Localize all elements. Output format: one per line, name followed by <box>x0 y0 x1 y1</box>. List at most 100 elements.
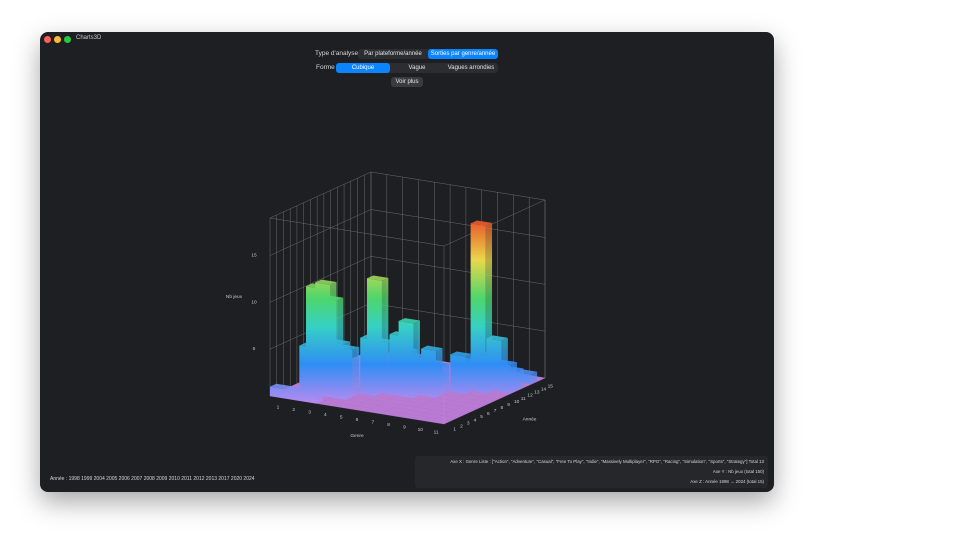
bar-front-face <box>421 348 437 398</box>
axis-x-info: Axe X : Genre Liste : ["Action", "Advent… <box>450 459 764 464</box>
z-tick-label: 15 <box>548 384 554 390</box>
shape-option-cubic[interactable]: Cubique <box>336 63 390 73</box>
bar-top-face <box>398 318 420 324</box>
bar-front-face <box>299 345 315 395</box>
axis-z-info: Axe Z : Année 1998 → 2024 (total 15) <box>690 479 764 484</box>
bar-7-6 <box>398 318 420 399</box>
x-tick-label: 11 <box>434 430 439 436</box>
analysis-type-segmented[interactable]: Par plateforme/année Sorties par genre/a… <box>358 49 498 59</box>
chart-ticks: 123456789101112345678910111213141551015G… <box>226 252 553 439</box>
minimize-window-button[interactable] <box>54 36 61 43</box>
window-title: Charts3D <box>76 35 102 41</box>
bar-front-face <box>495 362 511 394</box>
bar-top-face <box>360 334 382 341</box>
shape-option-wave[interactable]: Vague <box>408 65 426 71</box>
analysis-type-label: Type d'analyse <box>315 50 359 57</box>
bar-top-face <box>330 366 353 372</box>
bar-side-face <box>375 337 382 397</box>
title-bar: Charts3D <box>40 32 774 46</box>
grid-line <box>370 209 546 238</box>
x-axis-label: Genre <box>350 433 364 439</box>
bar-front-face <box>330 369 346 400</box>
z-axis-label: Année <box>523 417 537 423</box>
axis-y-info: Axe Y : Nb jeux (total 150) <box>712 469 764 474</box>
bar-side-face <box>530 371 538 385</box>
x-tick-label: 6 <box>356 417 359 423</box>
bar-top-face <box>337 344 360 351</box>
bar-top-face <box>315 279 337 285</box>
y-tick-label: 5 <box>253 346 256 352</box>
y-tick-label: 15 <box>251 252 257 258</box>
grid-line <box>443 199 546 247</box>
grid-line <box>370 256 546 285</box>
bar-top-face <box>270 383 292 390</box>
bar-4-3 <box>330 366 353 400</box>
bar-3-1 <box>301 388 324 404</box>
x-tick-label: 3 <box>308 409 311 415</box>
chart-3d[interactable]: 123456789101112345678910111213141551015G… <box>40 32 774 492</box>
bar-side-face <box>345 368 353 400</box>
close-window-button[interactable] <box>44 36 51 43</box>
x-tick-label: 9 <box>403 425 406 431</box>
z-tick-label: 2 <box>460 423 463 429</box>
bar-front-face <box>382 365 398 396</box>
bar-front-face <box>398 320 414 399</box>
zoom-window-button[interactable] <box>64 36 71 43</box>
bar-top-face <box>301 388 324 395</box>
x-tick-label: 4 <box>324 412 327 418</box>
bar-front-face <box>270 386 286 399</box>
grid-line <box>269 171 372 219</box>
analysis-option-genre-year[interactable]: Sorties par genre/année <box>428 49 498 59</box>
floor-grid-line <box>443 377 546 425</box>
bar-top-face <box>285 386 308 392</box>
floor-grid-line <box>269 395 445 425</box>
z-tick-label: 6 <box>487 411 490 417</box>
bar-side-face <box>442 363 450 395</box>
z-tick-label: 4 <box>474 417 477 423</box>
bar-front-face <box>315 282 331 398</box>
x-tick-label: 1 <box>277 404 280 410</box>
grid-line <box>269 209 372 256</box>
x-tick-label: 10 <box>418 427 424 433</box>
z-tick-label: 1 <box>453 426 456 432</box>
bar-5-5 <box>360 334 382 397</box>
shape-segmented[interactable]: Cubique Vague Vagues arrondies <box>336 63 498 73</box>
bar-side-face <box>487 353 495 394</box>
bar-top-face <box>495 359 517 366</box>
z-tick-label: 5 <box>480 414 483 420</box>
axis-info-panel: Axe X : Genre Liste : ["Action", "Advent… <box>415 456 768 488</box>
bar-10-10 <box>472 350 495 394</box>
z-tick-label: 7 <box>494 408 497 414</box>
y-axis-label: Nb jeux <box>226 294 243 300</box>
grid-line <box>269 256 372 303</box>
bar-top-face <box>470 220 493 226</box>
bar-side-face <box>352 347 360 397</box>
grid-line <box>370 302 546 332</box>
chart-bars <box>270 220 538 404</box>
bar-8-7 <box>421 345 443 398</box>
z-tick-label: 11 <box>521 396 526 402</box>
bar-9-9 <box>450 351 472 395</box>
z-tick-label: 10 <box>514 399 520 405</box>
bar-top-face <box>486 335 508 341</box>
z-tick-label: 13 <box>534 390 540 396</box>
bar-front-face <box>360 337 376 397</box>
x-tick-label: 7 <box>371 420 374 426</box>
z-tick-label: 14 <box>541 387 547 393</box>
y-tick-label: 10 <box>251 299 257 305</box>
x-tick-label: 8 <box>387 422 390 428</box>
shape-option-rounded-waves[interactable]: Vagues arrondies <box>447 65 495 71</box>
grid-line <box>269 217 445 247</box>
bar-front-face <box>450 354 466 395</box>
shape-label: Forme <box>316 64 335 71</box>
year-list: Année : 1998 1999 2004 2005 2006 2007 20… <box>50 476 255 482</box>
z-tick-label: 8 <box>501 405 504 411</box>
show-more-button[interactable]: Voir plus <box>391 77 423 87</box>
x-tick-label: 5 <box>340 414 343 420</box>
bar-front-face <box>301 391 317 404</box>
app-window: Charts3D Type d'analyse Par plateforme/a… <box>40 32 774 492</box>
bar-top-face <box>421 345 443 351</box>
bar-side-face <box>413 320 420 399</box>
bar-side-face <box>517 368 524 391</box>
analysis-option-platform-year[interactable]: Par plateforme/année <box>364 51 422 57</box>
